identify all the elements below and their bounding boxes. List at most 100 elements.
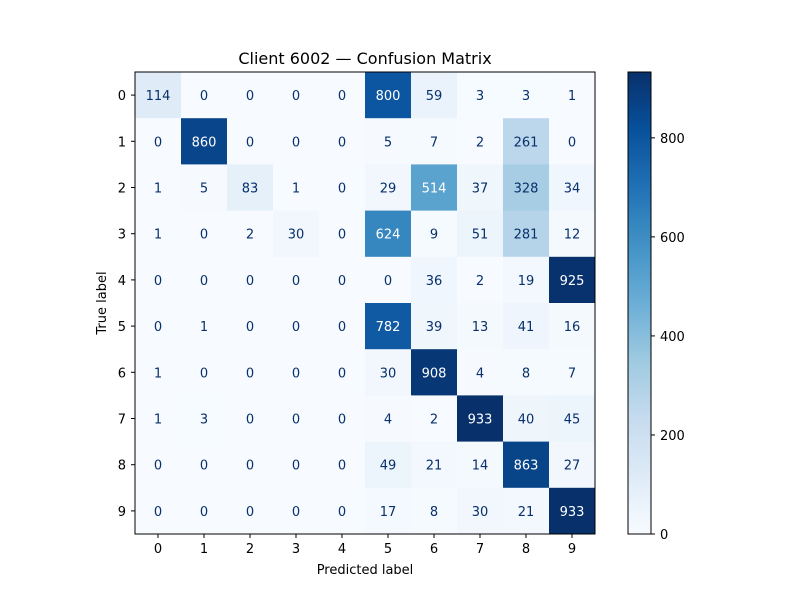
- heatmap-cell: [181, 256, 228, 304]
- heatmap-cell: [181, 210, 228, 258]
- heatmap-cell: [227, 303, 274, 350]
- y-tick-label: 7: [118, 413, 126, 428]
- heatmap-cell: [227, 164, 274, 212]
- heatmap-cell: [411, 487, 458, 535]
- cell-value-label: 0: [292, 413, 300, 428]
- heatmap-cell: [227, 441, 274, 489]
- cell-value-label: 45: [564, 413, 581, 428]
- heatmap-cell: [319, 118, 366, 165]
- heatmap-cell: [135, 72, 182, 119]
- cell-value-label: 1: [154, 182, 162, 197]
- heatmap-cell: [549, 164, 596, 212]
- heatmap-cell: [549, 349, 596, 396]
- cell-value-label: 29: [380, 182, 397, 197]
- cell-value-label: 800: [376, 89, 401, 104]
- heatmap-cell: [503, 303, 550, 350]
- x-tick-label: 7: [476, 542, 484, 557]
- heatmap-cell: [319, 256, 366, 304]
- heatmap-cell: [181, 72, 228, 119]
- cell-value-label: 17: [380, 505, 397, 520]
- heatmap-cell: [411, 303, 458, 350]
- colorbar-tick-label: 0: [660, 528, 668, 543]
- heatmap-cell: [135, 256, 182, 304]
- heatmap-cell: [549, 441, 596, 489]
- cell-value-label: 4: [384, 413, 392, 428]
- cell-value-label: 30: [472, 505, 489, 520]
- cell-value-label: 21: [518, 505, 535, 520]
- cell-value-label: 0: [200, 505, 208, 520]
- cell-value-label: 925: [560, 274, 585, 289]
- cell-value-label: 0: [246, 135, 254, 150]
- x-axis: 0 1 2 3 4 5 6 7 8 9: [154, 534, 576, 557]
- cell-value-label: 34: [564, 182, 581, 197]
- cell-value-label: 9: [430, 228, 438, 243]
- cell-value-label: 14: [472, 459, 489, 474]
- heatmap-cell: [273, 72, 320, 119]
- cell-value-label: 514: [422, 182, 447, 197]
- heatmap-cell: [411, 210, 458, 258]
- heatmap-cell: [549, 395, 596, 443]
- cell-value-label: 0: [568, 135, 576, 150]
- x-tick-label: 2: [246, 542, 254, 557]
- y-tick-label: 6: [118, 366, 126, 381]
- y-tick-label: 8: [118, 459, 126, 474]
- y-tick-label: 0: [118, 89, 126, 104]
- heatmap-cell: [273, 303, 320, 350]
- y-tick-label: 5: [118, 320, 126, 335]
- cell-value-label: 0: [338, 228, 346, 243]
- heatmap-cell: [503, 395, 550, 443]
- heatmap-cell: [135, 118, 182, 165]
- heatmap-cell: [503, 210, 550, 258]
- heatmap-cell: [503, 72, 550, 119]
- cell-value-label: 5: [200, 182, 208, 197]
- heatmap-cell: [457, 210, 504, 258]
- heatmap-cell: [503, 487, 550, 535]
- x-axis-label: Predicted label: [317, 563, 414, 578]
- cell-value-label: 0: [154, 459, 162, 474]
- cell-value-label: 0: [200, 459, 208, 474]
- cell-value-label: 1: [292, 182, 300, 197]
- heatmap-cell: [227, 118, 274, 165]
- cell-value-label: 8: [522, 366, 530, 381]
- heatmap-cell: [503, 441, 550, 489]
- cell-value-label: 0: [246, 505, 254, 520]
- heatmap-cell: [319, 210, 366, 258]
- y-tick-label: 1: [118, 135, 126, 150]
- heatmap-cell: [319, 349, 366, 396]
- cell-value-label: 281: [514, 228, 539, 243]
- y-tick-label: 4: [118, 274, 126, 289]
- heatmap-cell: [273, 210, 320, 258]
- cell-value-label: 0: [338, 413, 346, 428]
- heatmap-cell: [135, 441, 182, 489]
- x-tick-label: 4: [338, 542, 346, 557]
- cell-value-label: 16: [564, 320, 581, 335]
- cell-value-label: 0: [154, 135, 162, 150]
- plot-frame: [134, 71, 596, 535]
- cell-value-label: 0: [292, 459, 300, 474]
- heatmap-cell: [503, 164, 550, 212]
- cell-value-label: 0: [338, 135, 346, 150]
- cell-value-label: 37: [472, 182, 489, 197]
- cell-value-label: 4: [476, 366, 484, 381]
- cell-value-label: 0: [200, 228, 208, 243]
- heatmap-cell: [365, 441, 412, 489]
- heatmap-cell: [227, 210, 274, 258]
- heatmap-cell: [227, 487, 274, 535]
- cell-value-label: 30: [380, 366, 397, 381]
- heatmap-cell: [411, 441, 458, 489]
- heatmap-cell: [181, 164, 228, 212]
- cell-value-label: 0: [338, 505, 346, 520]
- x-tick-label: 8: [522, 542, 530, 557]
- cell-value-label: 0: [338, 366, 346, 381]
- cell-value-label: 860: [192, 135, 217, 150]
- heatmap-cell: [319, 303, 366, 350]
- cell-value-label: 0: [338, 182, 346, 197]
- heatmap-cell: [503, 349, 550, 396]
- heatmap-cell: [411, 395, 458, 443]
- heatmap-cell: [457, 303, 504, 350]
- x-tick-label: 5: [384, 542, 392, 557]
- y-tick-label: 2: [118, 182, 126, 197]
- x-tick-label: 6: [430, 542, 438, 557]
- cell-value-label: 1: [200, 320, 208, 335]
